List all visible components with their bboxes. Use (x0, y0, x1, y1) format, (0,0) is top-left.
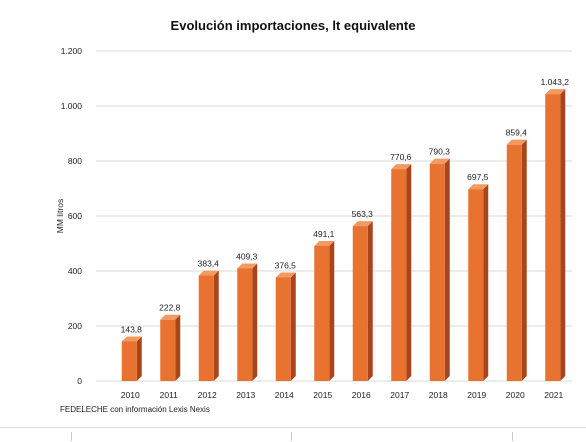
bar-top (314, 240, 335, 246)
bar-top (121, 336, 142, 342)
bar-side (136, 336, 142, 381)
data-label: 143,8 (121, 324, 143, 334)
y-tick-label: 800 (68, 156, 82, 166)
page-divider (0, 427, 586, 428)
bar-side (252, 263, 258, 381)
data-label: 376,5 (275, 260, 297, 270)
bar-top (198, 270, 219, 276)
bar-side (560, 89, 566, 382)
data-label: 770,6 (390, 152, 412, 162)
chart-title: Evolución importaciones, lt equivalente (170, 18, 416, 33)
data-label: 222,8 (159, 303, 181, 313)
y-axis-label: MM litros (55, 199, 65, 233)
bar (468, 189, 484, 381)
bar (352, 226, 368, 381)
y-tick-label: 400 (68, 266, 82, 276)
bar-top (429, 158, 450, 164)
y-tick-label: 1.200 (61, 46, 83, 56)
x-tick-label: 2020 (506, 390, 525, 400)
source-note: FEDELECHE con información Lexis Nexis (60, 405, 210, 414)
data-label: 697,5 (467, 172, 489, 182)
bar-top (468, 184, 489, 190)
x-tick-label: 2017 (390, 390, 409, 400)
bar-top (545, 89, 566, 95)
bar-top (237, 263, 258, 269)
bar-side (213, 270, 219, 381)
bar-side (444, 158, 450, 381)
bar-side (175, 314, 181, 381)
data-label: 1.043,2 (541, 77, 570, 87)
y-tick-label: 600 (68, 211, 82, 221)
bar-side (521, 139, 527, 381)
data-label: 409,3 (236, 251, 258, 261)
bar (198, 275, 214, 381)
bar (391, 169, 407, 381)
bar (429, 163, 445, 381)
x-tick-label: 2016 (352, 390, 371, 400)
bar-top (160, 314, 181, 320)
footer-separator (71, 432, 72, 441)
y-tick-label: 0 (77, 376, 82, 386)
bar (506, 144, 522, 381)
x-tick-label: 2019 (467, 390, 486, 400)
y-tick-label: 200 (68, 321, 82, 331)
bar-side (290, 272, 296, 381)
footer-separator (291, 432, 292, 441)
bar-top (391, 164, 412, 170)
bar-top (275, 272, 296, 278)
bar (237, 268, 253, 381)
x-tick-label: 2013 (236, 390, 255, 400)
data-label: 859,4 (506, 128, 528, 138)
bar-top (506, 139, 527, 145)
data-label: 563,3 (352, 209, 374, 219)
bar (314, 245, 330, 381)
x-tick-label: 2015 (313, 390, 332, 400)
bar (121, 341, 137, 381)
x-tick-label: 2021 (544, 390, 563, 400)
bar-side (329, 240, 335, 381)
x-tick-label: 2011 (160, 390, 179, 400)
bar-side (406, 164, 412, 381)
bar (275, 277, 291, 381)
y-tick-label: 1.000 (61, 101, 83, 111)
data-label: 491,1 (313, 229, 335, 239)
bar (545, 94, 561, 382)
x-tick-label: 2010 (121, 390, 140, 400)
bar (160, 319, 176, 381)
x-tick-label: 2012 (198, 390, 217, 400)
bar-top (352, 221, 373, 227)
data-label: 383,4 (198, 259, 220, 269)
data-label: 790,3 (429, 147, 451, 157)
x-tick-label: 2018 (429, 390, 448, 400)
footer-separator (512, 432, 513, 441)
x-tick-label: 2014 (275, 390, 294, 400)
bar-side (483, 184, 489, 381)
bar-side (367, 221, 373, 381)
